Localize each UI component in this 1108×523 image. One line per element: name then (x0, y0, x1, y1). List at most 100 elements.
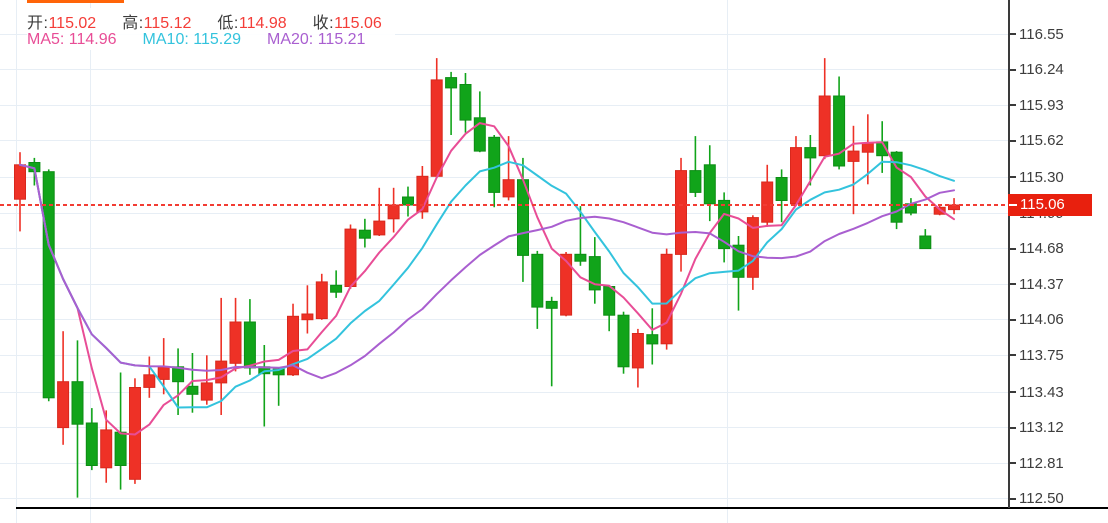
candle-body[interactable] (14, 164, 26, 200)
candle-body[interactable] (42, 171, 55, 399)
price-axis-tick: 112.81 (1008, 454, 1064, 472)
candle-body[interactable] (818, 95, 831, 157)
candle-body[interactable] (215, 360, 228, 384)
candle-body[interactable] (718, 199, 731, 250)
candle-body[interactable] (287, 315, 299, 376)
candle-body[interactable] (790, 147, 802, 205)
horizontal-gridline (0, 355, 1008, 356)
candle-body[interactable] (646, 334, 659, 345)
ma5-label: MA5: (27, 31, 65, 48)
candle-body[interactable] (861, 142, 874, 153)
tick-dash (1008, 104, 1016, 107)
horizontal-gridline (0, 105, 1008, 106)
price-axis-tick: 114.06 (1008, 311, 1064, 329)
candle-body[interactable] (703, 164, 716, 205)
tick-label: 112.81 (1019, 454, 1064, 472)
tick-dash (1008, 33, 1016, 35)
tick-dash (1008, 426, 1016, 429)
low-label: 低: (217, 15, 239, 32)
candle-body[interactable] (459, 84, 472, 121)
candle-body[interactable] (330, 284, 343, 293)
high-readout: 高:115.12 (122, 15, 191, 32)
ma10-value: 115.29 (193, 31, 241, 48)
candle-body[interactable] (732, 244, 745, 278)
candle-body[interactable] (430, 79, 443, 177)
candle-body[interactable] (933, 206, 946, 215)
candle-body[interactable] (157, 366, 170, 380)
tick-dash (1008, 283, 1016, 286)
ma20-value: 115.21 (317, 31, 366, 48)
horizontal-gridline (0, 213, 1008, 214)
tick-label: 112.50 (1019, 490, 1064, 508)
candle-body[interactable] (631, 333, 644, 369)
candle-body[interactable] (143, 374, 156, 388)
candle-body[interactable] (243, 321, 256, 369)
high-value: 115.12 (143, 15, 192, 32)
candle-body[interactable] (315, 281, 328, 320)
ma5-readout: MA5: 114.96 (27, 31, 117, 48)
horizontal-gridline (0, 463, 1008, 464)
price-axis-tick: 113.75 (1008, 346, 1064, 364)
candle-body[interactable] (675, 170, 687, 255)
candle-body[interactable] (358, 229, 371, 239)
candle-body[interactable] (847, 150, 860, 162)
price-axis-line (1008, 0, 1010, 508)
candle-body[interactable] (890, 151, 903, 223)
tick-label: 114.68 (1019, 240, 1064, 258)
candle-body[interactable] (746, 217, 759, 278)
horizontal-gridline (0, 427, 1008, 428)
chart-plot-area[interactable] (0, 0, 1008, 523)
horizontal-gridline (0, 284, 1008, 285)
candle-body[interactable] (71, 381, 84, 425)
horizontal-gridline (0, 34, 1008, 35)
candle-body[interactable] (186, 385, 199, 395)
candle-body[interactable] (804, 147, 817, 159)
price-axis-tick: 115.93 (1008, 97, 1064, 114)
price-axis-tick: 116.24 (1008, 61, 1064, 78)
price-axis-tick: 114.68 (1008, 240, 1064, 258)
candle-body[interactable] (560, 253, 573, 316)
candle-body[interactable] (57, 381, 70, 429)
candle-body[interactable] (502, 179, 515, 198)
last-price-badge: 115.06 (1008, 193, 1092, 216)
candle-body[interactable] (919, 235, 932, 250)
candle-body[interactable] (531, 253, 544, 308)
candle-body[interactable] (689, 170, 702, 193)
candle-body[interactable] (488, 136, 501, 193)
candle-body[interactable] (416, 175, 429, 213)
open-readout: 开:115.02 (27, 15, 96, 32)
candle-body[interactable] (229, 321, 242, 364)
tick-label: 114.06 (1019, 311, 1064, 329)
candlestick-layer (14, 58, 960, 498)
candle-body[interactable] (445, 77, 458, 89)
candle-body[interactable] (114, 431, 127, 467)
tick-label: 115.62 (1019, 132, 1064, 150)
tick-label: 114.37 (1019, 275, 1064, 293)
candle-body[interactable] (574, 253, 587, 262)
candle-body[interactable] (617, 314, 630, 368)
ma10-line (19, 160, 955, 409)
candle-body[interactable] (588, 256, 601, 291)
price-axis: 116.55116.24115.93115.62115.30114.99114.… (1008, 0, 1108, 523)
candle-body[interactable] (387, 204, 400, 220)
candle-body[interactable] (775, 177, 788, 201)
tick-label: 113.75 (1019, 346, 1064, 364)
candle-body[interactable] (100, 429, 113, 469)
candle-body[interactable] (761, 181, 774, 223)
tick-dash (1008, 247, 1016, 250)
candle-body[interactable] (603, 286, 616, 316)
candle-body[interactable] (473, 117, 486, 152)
candle-body[interactable] (545, 300, 558, 309)
price-axis-tick: 113.12 (1008, 419, 1064, 436)
ma10-readout: MA10: 115.29 (143, 31, 241, 48)
candle-body[interactable] (301, 313, 314, 321)
vertical-gridline (90, 0, 91, 523)
candle-body[interactable] (344, 228, 357, 288)
low-readout: 低:114.98 (217, 15, 286, 32)
candle-body[interactable] (833, 95, 846, 167)
tick-label: 115.30 (1019, 168, 1064, 186)
candle-body[interactable] (373, 220, 386, 236)
candle-body[interactable] (200, 382, 213, 401)
close-label: 收: (312, 15, 335, 32)
candle-body[interactable] (85, 422, 98, 466)
